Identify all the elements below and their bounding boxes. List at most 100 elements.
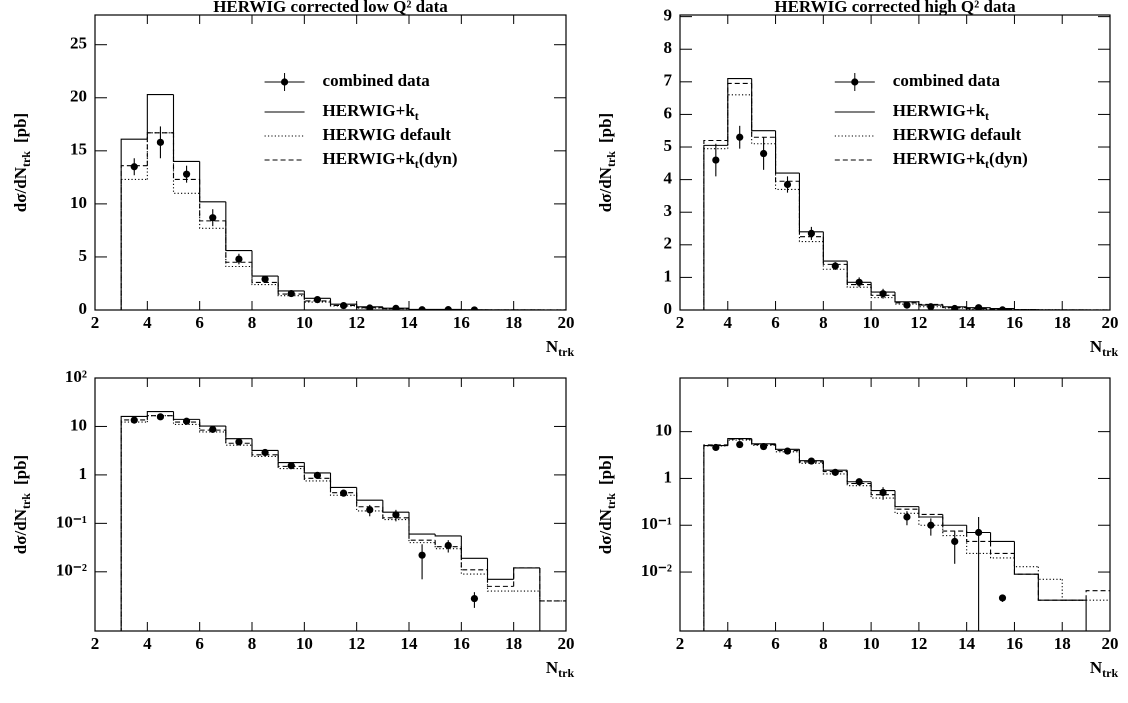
histogram-bin bbox=[798, 450, 824, 463]
histogram-bin bbox=[798, 173, 824, 233]
x-tick-label: 20 bbox=[1102, 313, 1119, 332]
histogram-bin bbox=[775, 444, 800, 452]
histogram-bin bbox=[251, 443, 279, 456]
histogram-bin bbox=[1085, 590, 1110, 601]
histogram-bin bbox=[329, 472, 357, 489]
y-tick-label: 10 bbox=[70, 193, 87, 212]
histogram-bin bbox=[277, 282, 305, 295]
histogram-bin bbox=[277, 450, 305, 464]
x-tick-label: 8 bbox=[248, 634, 257, 653]
histogram-bin bbox=[822, 461, 848, 473]
y-tick-label: 1 bbox=[79, 464, 88, 483]
legend-label: HERWIG+kt(dyn) bbox=[893, 149, 1028, 171]
x-axis-label-part: N bbox=[546, 337, 559, 356]
x-tick-label: 16 bbox=[453, 634, 470, 653]
data-point bbox=[209, 425, 217, 433]
y-tick-label: 9 bbox=[664, 6, 673, 25]
x-tick-label: 18 bbox=[505, 313, 522, 332]
histogram-bin bbox=[513, 567, 540, 587]
histogram-bin bbox=[539, 567, 541, 631]
histogram-bin bbox=[486, 569, 514, 587]
legend-label: HERWIG+kt(dyn) bbox=[323, 149, 458, 171]
data-point bbox=[182, 170, 191, 178]
histogram-bin bbox=[225, 430, 252, 444]
data-point bbox=[156, 138, 165, 146]
histogram-bin bbox=[225, 220, 252, 263]
y-tick-label: 8 bbox=[664, 38, 673, 57]
histogram-bin bbox=[146, 94, 174, 140]
y-tick-label: 10² bbox=[65, 367, 87, 386]
data-point bbox=[182, 417, 191, 425]
frame bbox=[94, 14, 567, 311]
histogram-bin bbox=[990, 541, 1015, 554]
plot-area bbox=[703, 438, 1110, 631]
y-tick-label: 2 bbox=[664, 234, 673, 253]
histogram-bin bbox=[460, 546, 488, 571]
data-point bbox=[855, 278, 863, 286]
plot-area bbox=[120, 411, 566, 631]
x-tick-label: 8 bbox=[248, 313, 257, 332]
histogram-bin bbox=[990, 307, 1015, 310]
histogram-bin bbox=[408, 519, 436, 544]
histogram-bin bbox=[146, 132, 174, 166]
histogram-bin bbox=[942, 514, 967, 532]
x-tick-label: 12 bbox=[910, 313, 927, 332]
y-tick-label: 0 bbox=[664, 299, 673, 318]
data-point bbox=[156, 413, 165, 421]
x-tick-label: 4 bbox=[724, 313, 733, 332]
data-point bbox=[975, 528, 983, 537]
x-tick-label: 14 bbox=[401, 634, 419, 653]
x-axis-label: Ntrk bbox=[546, 658, 575, 680]
histogram-bin bbox=[434, 540, 462, 548]
y-tick-label: 10 bbox=[70, 415, 87, 434]
histogram-bin bbox=[251, 266, 279, 286]
data-point bbox=[339, 301, 348, 310]
histogram-bin bbox=[1061, 579, 1087, 601]
y-axis-label-part: [pb] bbox=[11, 113, 30, 143]
histogram-bin bbox=[727, 438, 752, 445]
legend-label: HERWIG default bbox=[323, 125, 452, 144]
frame bbox=[679, 377, 1111, 632]
data-point bbox=[313, 296, 322, 304]
data-point bbox=[783, 180, 792, 189]
histogram-bin bbox=[990, 532, 1015, 543]
y-tick-label: 3 bbox=[664, 201, 673, 220]
y-axis-label-part: trk bbox=[19, 493, 33, 509]
x-tick-label: 10 bbox=[863, 634, 880, 653]
x-tick-label: 12 bbox=[348, 313, 365, 332]
data-point bbox=[287, 462, 295, 470]
histogram-bin bbox=[172, 415, 200, 423]
data-point bbox=[392, 304, 400, 310]
y-tick-label: 10⁻¹ bbox=[641, 514, 672, 533]
x-tick-label: 14 bbox=[958, 313, 976, 332]
legend-label-part: HERWIG+k bbox=[323, 101, 416, 120]
histogram-bin bbox=[277, 284, 305, 297]
histogram-bin bbox=[146, 415, 174, 423]
histogram-bin bbox=[894, 490, 919, 508]
histogram-bin bbox=[751, 440, 776, 446]
histogram-bin bbox=[146, 411, 174, 417]
histogram-bin bbox=[1037, 574, 1063, 601]
data-point bbox=[951, 537, 959, 546]
legend-label-part: HERWIG+k bbox=[893, 101, 986, 120]
histogram-bin bbox=[751, 94, 776, 145]
data-point bbox=[209, 214, 217, 222]
histogram-bin bbox=[703, 444, 728, 631]
histogram-bin bbox=[870, 284, 895, 296]
x-tick-label: 14 bbox=[958, 634, 976, 653]
data-point bbox=[855, 478, 863, 486]
x-tick-label: 10 bbox=[296, 313, 313, 332]
x-axis-label: Ntrk bbox=[1090, 337, 1119, 359]
histogram-bin bbox=[846, 269, 872, 288]
y-axis-label-part: [pb] bbox=[596, 113, 615, 143]
histogram-bin bbox=[990, 308, 1015, 310]
legend-label: combined data bbox=[893, 71, 1001, 90]
y-axis-label: dσ/dNtrk [pb] bbox=[596, 455, 618, 554]
x-tick-label: 18 bbox=[1054, 313, 1071, 332]
y-axis-label-part: dσ/dN bbox=[596, 508, 615, 554]
histogram-bin bbox=[225, 431, 252, 446]
data-point bbox=[339, 489, 348, 497]
histogram-bin bbox=[356, 492, 383, 508]
data-point bbox=[927, 303, 935, 310]
x-tick-label: 2 bbox=[91, 634, 100, 653]
